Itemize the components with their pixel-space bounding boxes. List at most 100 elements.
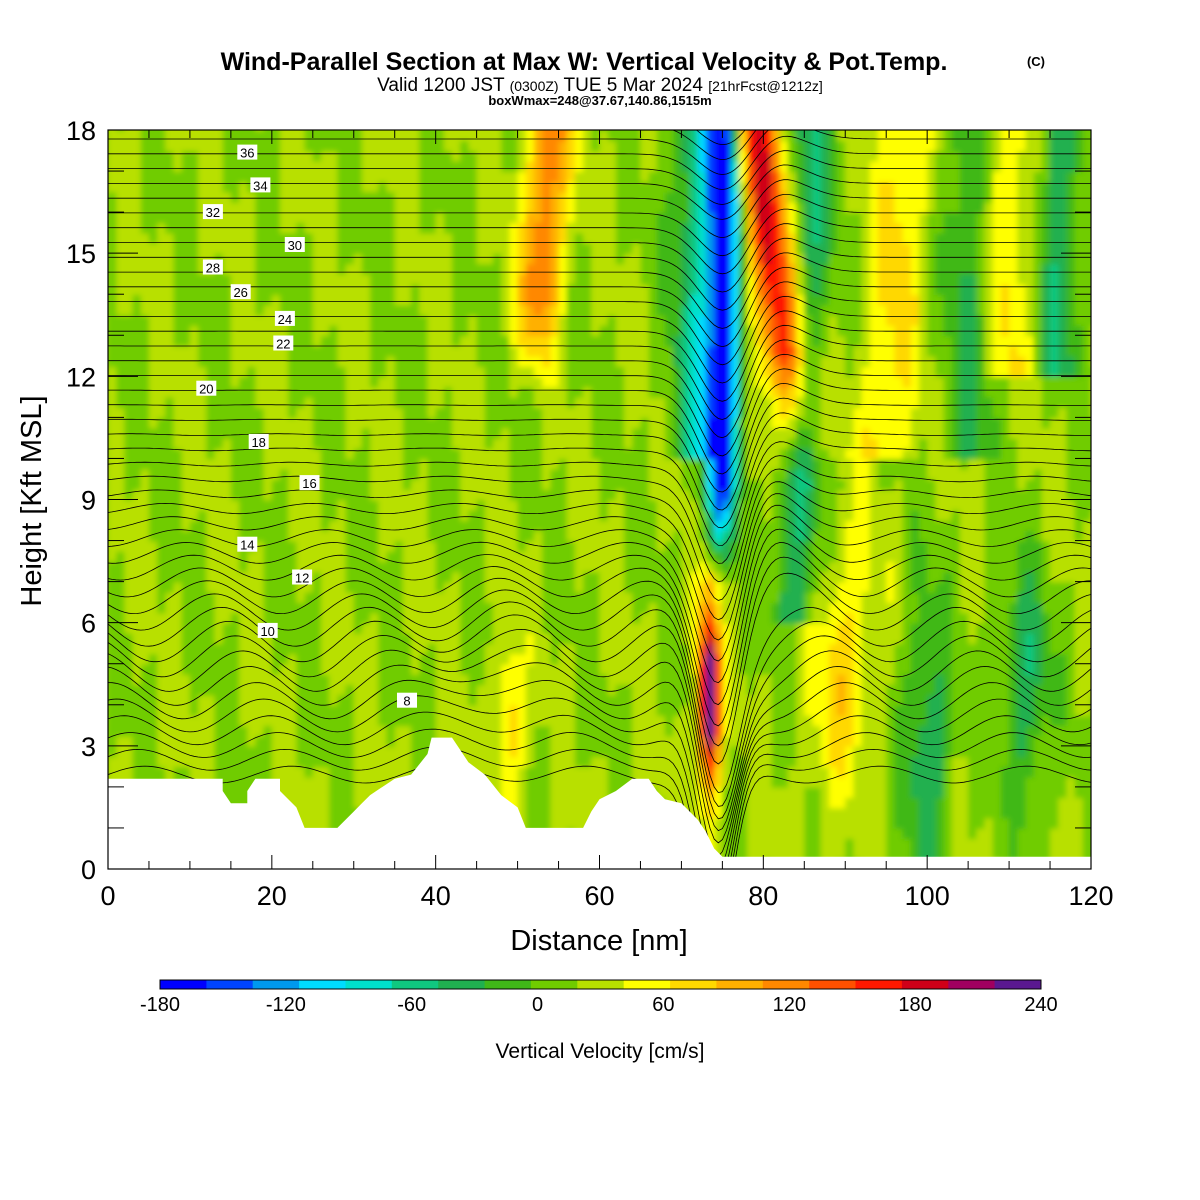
contour-label: 18 xyxy=(248,434,269,450)
theta-contour-line xyxy=(108,295,1091,384)
colorbar-tick-label: -180 xyxy=(140,994,180,1016)
theta-contour-line xyxy=(108,528,1091,706)
contour-labels: 36 34 32 30 28 26 24 22 20 18 16 14 12 10 8 xyxy=(196,144,417,709)
theta-contour-line xyxy=(108,194,1091,257)
y-tick-label: 6 xyxy=(81,609,96,639)
colorbar-swatch xyxy=(345,980,393,989)
theta-contour-line xyxy=(108,223,1091,293)
theta-contour-line xyxy=(108,412,1091,529)
contour-label: 24 xyxy=(274,310,295,327)
colorbar-tick-label: -60 xyxy=(397,994,426,1016)
y-tick-label: 0 xyxy=(81,855,96,885)
y-tick-label: 18 xyxy=(66,116,96,146)
colorbar-swatch xyxy=(716,980,764,989)
theta-contour-line xyxy=(108,493,1091,641)
y-tick-label: 15 xyxy=(66,239,96,269)
contour-label: 28 xyxy=(202,259,223,276)
theta-contour-line xyxy=(108,455,1091,583)
theta-contour-line xyxy=(108,353,1091,457)
contour-label: 22 xyxy=(273,335,294,352)
contour-label: 26 xyxy=(230,284,251,300)
theta-contour-line xyxy=(108,310,1091,402)
x-tick-label: 120 xyxy=(1068,881,1113,911)
theta-contour-line xyxy=(108,728,1091,869)
theta-contour-line xyxy=(108,679,1091,857)
theta-contour-line xyxy=(108,208,1091,275)
box-info: boxWmax=248@37.67,140.86,1515m xyxy=(488,93,711,108)
y-tick-label: 12 xyxy=(66,362,96,392)
colorbar-swatch xyxy=(391,980,439,989)
theta-contour-line xyxy=(108,150,1091,205)
x-tick-label: 40 xyxy=(421,881,451,911)
contour-label: 30 xyxy=(284,237,305,253)
y-tick-label: 3 xyxy=(81,732,96,762)
theta-contour-line xyxy=(108,542,1091,727)
colorbar-swatch xyxy=(252,980,300,989)
terrain-mask xyxy=(108,737,1091,869)
theta-contour-line xyxy=(108,179,1091,239)
colorbar-swatch xyxy=(994,980,1042,989)
valid-time-a: Valid 1200 JST xyxy=(377,75,505,96)
colorbar-swatch xyxy=(762,980,810,989)
valid-time-c: TUE 5 Mar 2024 xyxy=(564,75,704,96)
colorbar: -180 -120 -60 0 60 120 180 240 xyxy=(140,979,1058,1016)
valid-time: Valid 1200 JST (0300Z) TUE 5 Mar 2024 [2… xyxy=(377,75,823,96)
chart-title: Wind-Parallel Section at Max W: Vertical… xyxy=(221,48,948,76)
theta-contour-line xyxy=(108,601,1091,794)
colorbar-tick-label: 180 xyxy=(898,994,931,1016)
colorbar-swatch xyxy=(438,980,486,989)
valid-time-d: [21hrFcst@1212z] xyxy=(708,78,823,94)
theta-contour-line xyxy=(108,252,1091,329)
contour-label: 14 xyxy=(237,536,258,553)
theta-contour-line xyxy=(108,628,1091,820)
contour-label: 12 xyxy=(292,569,313,586)
copyright-mark: (C) xyxy=(1027,54,1045,69)
velocity-field xyxy=(108,130,1091,869)
theta-contour-line xyxy=(108,237,1091,311)
colorbar-tick-label: -120 xyxy=(266,994,306,1016)
y-axis-label: Height [Kft MSL] xyxy=(16,395,48,606)
colorbar-swatch xyxy=(901,980,949,989)
theta-contour-line xyxy=(108,382,1091,493)
theta-contour-line xyxy=(108,711,1091,869)
colorbar-tick-label: 240 xyxy=(1024,994,1057,1016)
colorbar-swatch xyxy=(670,980,717,989)
theta-contour-line xyxy=(108,368,1091,475)
valid-time-b: (0300Z) xyxy=(510,78,559,94)
theta-contour-line xyxy=(108,763,1091,869)
theta-contour-line xyxy=(108,746,1091,869)
contour-label: 36 xyxy=(237,144,258,161)
y-tick-label: 9 xyxy=(81,486,96,516)
colorbar-tick-label: 60 xyxy=(652,994,674,1016)
theta-contour-line xyxy=(108,556,1091,747)
theta-contour-line xyxy=(108,135,1091,190)
x-tick-label: 80 xyxy=(748,881,778,911)
contour-label: 16 xyxy=(299,475,320,491)
colorbar-swatch xyxy=(299,980,346,989)
colorbar-tick-label: 120 xyxy=(773,994,806,1016)
plot-area: 36 34 32 30 28 26 24 22 20 18 16 14 12 10 8 xyxy=(108,130,1091,869)
colorbar-swatch xyxy=(206,980,254,989)
theta-contour-line xyxy=(108,130,1091,175)
theta-contour-line xyxy=(108,481,1091,621)
contour-label: 8 xyxy=(397,692,417,709)
theta-contour-line xyxy=(108,645,1091,832)
theta-contour-line xyxy=(108,281,1091,366)
colorbar-swatch xyxy=(948,980,996,989)
colorbar-swatch xyxy=(809,980,857,989)
colorbar-swatch xyxy=(160,980,207,989)
colorbar-swatch xyxy=(530,980,578,989)
contour-label: 32 xyxy=(202,204,223,220)
contour-label: 10 xyxy=(257,622,278,639)
colorbar-swatch xyxy=(484,980,532,989)
theta-contour-line xyxy=(108,504,1091,662)
theta-contour-line xyxy=(108,267,1091,348)
colorbar-swatch xyxy=(623,980,671,989)
x-axis-label: Distance [nm] xyxy=(510,925,687,957)
contour-label: 34 xyxy=(250,177,271,193)
theta-contour-line xyxy=(108,614,1091,807)
theta-contour-line xyxy=(108,339,1091,439)
theta-contours xyxy=(108,130,1091,869)
theta-contour-line xyxy=(108,516,1091,684)
